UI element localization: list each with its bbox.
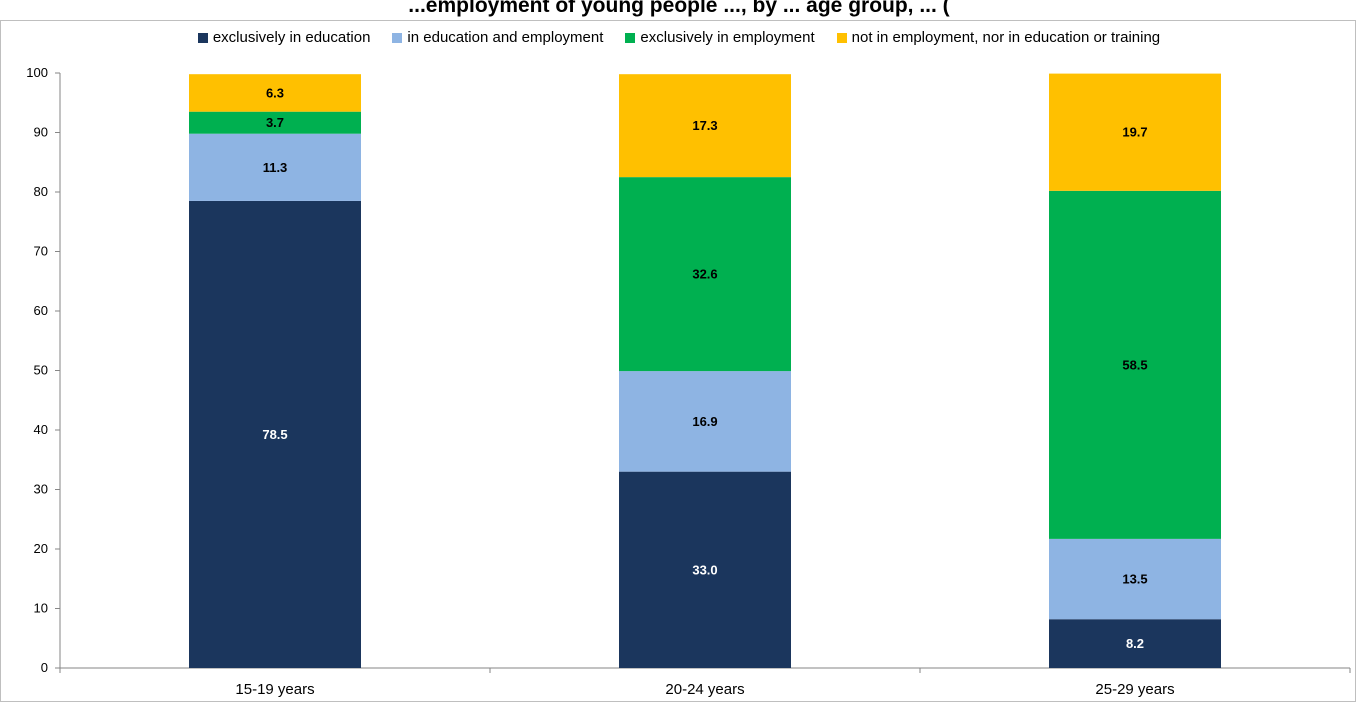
y-tick-label: 90: [34, 125, 48, 140]
bar-data-label: 17.3: [692, 118, 717, 133]
bar-data-label: 33.0: [692, 562, 717, 577]
bar-segment: [619, 371, 791, 472]
bar-segment: [1049, 73, 1221, 191]
bar-segment: [189, 200, 361, 669]
legend-item-neet: not in employment, nor in education or t…: [836, 29, 1161, 46]
y-tick-label: 70: [34, 244, 48, 259]
bar-segment: [189, 133, 361, 201]
legend-swatch: [197, 32, 208, 43]
bar-segment: [1049, 538, 1221, 620]
bar-segment: [1049, 190, 1221, 539]
y-tick-label: 40: [34, 422, 48, 437]
chart-title: ...employment of young people ..., by ..…: [408, 0, 950, 17]
y-tick-label: 10: [34, 601, 48, 616]
bar-segment: [619, 471, 791, 668]
bar-data-label: 16.9: [692, 414, 717, 429]
bar-segment: [1049, 619, 1221, 668]
bar-data-label: 19.7: [1122, 125, 1147, 140]
chart-area-border: [0, 20, 1356, 702]
y-tick-label: 20: [34, 541, 48, 556]
y-tick-label: 0: [41, 660, 48, 675]
x-category-label: 20-24 years: [665, 681, 744, 698]
y-tick-label: 100: [26, 65, 48, 80]
bar-segment: [189, 111, 361, 134]
legend-item-education-and-employment: in education and employment: [392, 29, 603, 46]
legend-label: exclusively in education: [212, 29, 371, 46]
legend-label: not in employment, nor in education or t…: [851, 29, 1161, 46]
legend-label: in education and employment: [407, 29, 604, 46]
legend-swatch: [625, 32, 636, 43]
bar-data-label: 6.3: [266, 85, 284, 100]
x-category-label: 25-29 years: [1095, 681, 1174, 698]
x-category-label: 15-19 years: [235, 681, 314, 698]
bar-data-label: 3.7: [266, 115, 284, 130]
chart-legend: exclusively in education in education an…: [0, 29, 1358, 46]
y-tick-label: 50: [34, 363, 48, 378]
legend-swatch: [836, 32, 847, 43]
bar-data-label: 13.5: [1122, 572, 1147, 587]
legend-item-exclusively-employment: exclusively in employment: [625, 29, 815, 46]
bar-data-label: 11.3: [263, 160, 288, 175]
bar-data-label: 58.5: [1122, 357, 1147, 372]
y-tick-label: 30: [34, 482, 48, 497]
bar-data-label: 32.6: [692, 267, 717, 282]
legend-swatch: [392, 32, 403, 43]
bar-segment: [619, 177, 791, 372]
bar-data-label: 78.5: [262, 427, 287, 442]
legend-item-exclusively-education: exclusively in education: [197, 29, 371, 46]
bar-segment: [619, 74, 791, 178]
y-tick-label: 80: [34, 184, 48, 199]
bar-segment: [189, 74, 361, 112]
y-tick-label: 60: [34, 303, 48, 318]
bar-data-label: 8.2: [1126, 636, 1144, 651]
legend-label: exclusively in employment: [640, 29, 815, 46]
